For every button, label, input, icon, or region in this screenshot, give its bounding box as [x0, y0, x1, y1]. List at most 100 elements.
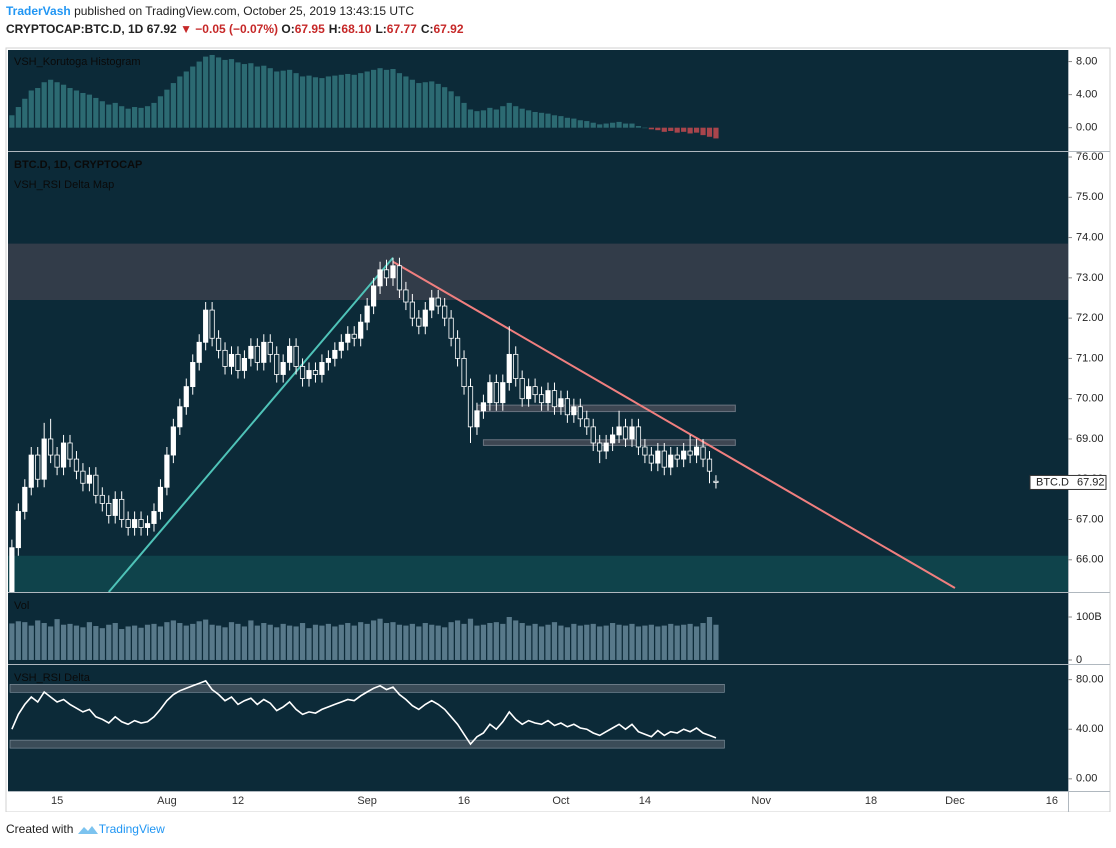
candle-body [364, 305, 370, 323]
candle-body [306, 370, 312, 379]
volume-bar [584, 624, 590, 660]
candle-body [73, 458, 80, 472]
pane-title: VSH_RSI Delta [14, 672, 91, 684]
candle-body [480, 402, 487, 412]
volume-bar [629, 623, 635, 660]
x-tick-label: Oct [552, 795, 569, 807]
candle-body [332, 349, 338, 359]
histogram-bar [287, 69, 293, 128]
volume-bar [383, 623, 390, 660]
x-tick-label: 12 [232, 795, 244, 807]
histogram-bar [60, 84, 67, 128]
histogram-bar [571, 118, 577, 128]
histogram-bar [461, 102, 467, 128]
y-tick-label: 71.00 [1076, 352, 1104, 364]
volume-bar [448, 622, 454, 660]
candle-body [597, 442, 603, 452]
volume-bar [222, 627, 228, 660]
zone [8, 555, 1068, 592]
histogram-bar [416, 83, 422, 128]
histogram-bar [681, 127, 687, 132]
volume-bar [332, 626, 338, 660]
histogram-bar [648, 127, 654, 130]
volume-bar [106, 624, 112, 660]
volume-bar [480, 624, 487, 660]
y-tick-label: 75.00 [1076, 191, 1104, 203]
candle-body [319, 362, 325, 375]
volume-bar [538, 626, 545, 660]
ohlc-label: L: [375, 22, 387, 36]
volume-bar [132, 625, 138, 660]
candle-body [274, 353, 280, 375]
candle-body [454, 337, 461, 359]
volume-bar [545, 624, 551, 660]
volume-bar [254, 625, 260, 660]
histogram-bar [390, 69, 396, 128]
histogram-bar [157, 96, 164, 128]
candle-body [603, 442, 609, 452]
candle-body [622, 426, 629, 440]
candle-body [661, 450, 667, 468]
y-tick-label: 70.00 [1076, 393, 1104, 405]
histogram-bar [448, 91, 454, 128]
histogram-bar [106, 104, 112, 128]
candle-body [287, 345, 293, 363]
histogram-bar [9, 115, 15, 128]
candle-body [248, 345, 254, 359]
candle-body [693, 446, 700, 456]
candle-body [674, 454, 680, 460]
candle-body [254, 345, 260, 363]
y-tick-label: 0.00 [1076, 773, 1097, 785]
candle-body [228, 353, 235, 367]
histogram-bar [564, 117, 570, 128]
candle-body [435, 297, 441, 307]
histogram-bar [280, 70, 286, 128]
y-tick-label: 80.00 [1076, 674, 1104, 686]
histogram-bar [635, 126, 642, 128]
volume-bar [261, 623, 267, 660]
histogram-bar [351, 74, 357, 128]
footer-brand[interactable]: TradingView [98, 822, 165, 836]
volume-bar [112, 623, 118, 660]
arrow: ▼ [180, 22, 192, 36]
y-tick-label: 67.00 [1076, 513, 1104, 525]
ohlc-legend: O:67.95 H:68.10 L:67.77 C:67.92 [281, 22, 467, 36]
zone [8, 243, 1068, 301]
candle-body [190, 362, 196, 387]
histogram-bar [435, 83, 441, 128]
histogram-bar [454, 96, 461, 128]
candle-body [41, 438, 47, 480]
histogram-bar [54, 82, 60, 128]
histogram-bar [429, 81, 435, 128]
volume-bar [164, 622, 170, 660]
volume-bar [312, 624, 319, 660]
volume-bar [28, 625, 34, 660]
histogram-bar [151, 102, 157, 128]
x-tick-label: Nov [751, 795, 771, 807]
author[interactable]: TraderVash [6, 4, 71, 18]
y-tick-label: 40.00 [1076, 723, 1104, 735]
candle-body [235, 353, 241, 371]
y-tick-label: 73.00 [1076, 272, 1104, 284]
histogram-bar [164, 89, 170, 128]
histogram-bar [532, 111, 538, 128]
volume-bar [183, 625, 189, 660]
candle-body [635, 426, 642, 448]
histogram-bar [235, 62, 241, 128]
candle-body [215, 337, 222, 351]
volume-bar [597, 626, 603, 660]
volume-bar [655, 626, 661, 660]
histogram-bar [183, 71, 189, 128]
candle-body [383, 269, 390, 279]
volume-bar [228, 622, 235, 660]
candle-body [196, 341, 202, 363]
histogram-bar [248, 63, 254, 128]
volume-bar [86, 622, 92, 660]
x-tick-label: 16 [458, 795, 470, 807]
candle-body [86, 474, 92, 484]
volume-bar [474, 625, 480, 660]
histogram-bar [125, 108, 131, 128]
histogram-bar [584, 121, 590, 128]
volume-bar [235, 623, 241, 660]
